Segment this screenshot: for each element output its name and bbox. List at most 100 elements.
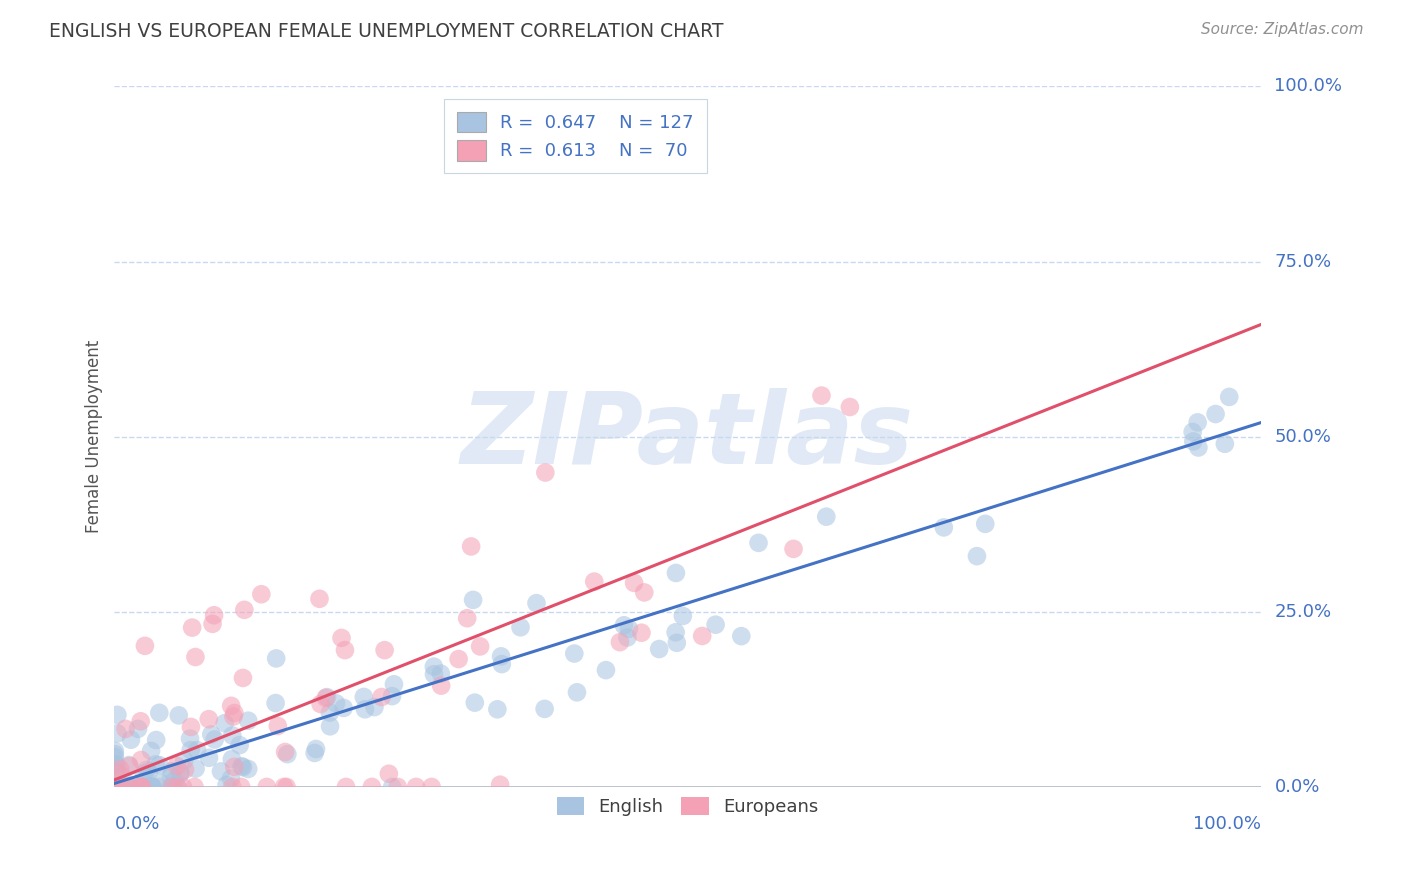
Point: [423, 659, 446, 673]
Point: [330, 631, 353, 645]
Point: [159, 769, 181, 783]
Point: [118, 780, 141, 794]
Point: [782, 541, 804, 556]
Point: [131, 780, 153, 794]
Point: [304, 746, 326, 760]
Point: [430, 666, 453, 681]
Point: [361, 780, 384, 794]
Point: [325, 696, 347, 710]
Point: [138, 765, 160, 780]
Point: [219, 698, 242, 713]
Point: [273, 780, 295, 794]
Point: [974, 516, 997, 531]
Point: [163, 773, 186, 788]
Point: [118, 780, 141, 794]
Point: [583, 574, 606, 589]
Point: [118, 759, 141, 773]
Point: [1187, 416, 1209, 430]
Text: 0.0%: 0.0%: [114, 815, 160, 833]
Point: [238, 762, 260, 776]
Point: [233, 603, 256, 617]
Point: [534, 466, 557, 480]
Point: [335, 780, 357, 794]
Point: [308, 591, 330, 606]
Point: [166, 780, 188, 794]
Point: [117, 780, 139, 794]
Text: ZIPatlas: ZIPatlas: [461, 388, 914, 485]
Point: [489, 649, 512, 664]
Point: [232, 671, 254, 685]
Point: [623, 575, 645, 590]
Point: [198, 751, 221, 765]
Point: [184, 762, 207, 776]
Text: 100.0%: 100.0%: [1192, 815, 1261, 833]
Point: [149, 775, 172, 789]
Point: [526, 596, 548, 610]
Point: [730, 629, 752, 643]
Point: [148, 780, 170, 794]
Point: [966, 549, 988, 563]
Point: [107, 707, 129, 722]
Point: [1213, 437, 1236, 451]
Point: [630, 625, 652, 640]
Point: [145, 757, 167, 772]
Point: [565, 685, 588, 699]
Point: [332, 701, 354, 715]
Point: [104, 780, 127, 794]
Point: [117, 780, 139, 794]
Point: [117, 780, 139, 794]
Point: [104, 757, 127, 772]
Point: [704, 617, 727, 632]
Point: [665, 566, 688, 580]
Point: [183, 780, 205, 794]
Point: [114, 780, 136, 794]
Point: [160, 780, 183, 794]
Point: [315, 690, 337, 705]
Legend: English, Europeans: English, Europeans: [550, 789, 825, 823]
Point: [461, 593, 484, 607]
Text: 100.0%: 100.0%: [1274, 78, 1343, 95]
Point: [305, 742, 328, 756]
Point: [105, 761, 128, 775]
Point: [167, 708, 190, 723]
Point: [256, 780, 278, 794]
Point: [127, 722, 149, 736]
Point: [104, 780, 127, 794]
Point: [173, 754, 195, 768]
Point: [665, 625, 688, 640]
Point: [162, 780, 184, 794]
Point: [204, 732, 226, 747]
Point: [250, 587, 273, 601]
Point: [489, 778, 512, 792]
Point: [231, 759, 253, 773]
Point: [276, 747, 298, 761]
Point: [382, 677, 405, 691]
Point: [120, 732, 142, 747]
Point: [103, 780, 125, 794]
Point: [838, 400, 860, 414]
Point: [200, 727, 222, 741]
Point: [129, 780, 152, 794]
Point: [179, 731, 201, 746]
Point: [197, 712, 219, 726]
Point: [104, 744, 127, 758]
Point: [231, 780, 253, 794]
Point: [180, 720, 202, 734]
Point: [105, 757, 128, 772]
Point: [141, 780, 163, 794]
Point: [129, 714, 152, 729]
Point: [221, 729, 243, 743]
Point: [169, 767, 191, 781]
Point: [447, 652, 470, 666]
Point: [381, 689, 404, 703]
Text: ENGLISH VS EUROPEAN FEMALE UNEMPLOYMENT CORRELATION CHART: ENGLISH VS EUROPEAN FEMALE UNEMPLOYMENT …: [49, 22, 724, 41]
Point: [354, 702, 377, 716]
Point: [595, 663, 617, 677]
Point: [107, 726, 129, 740]
Point: [363, 700, 385, 714]
Point: [114, 780, 136, 794]
Point: [491, 657, 513, 671]
Point: [333, 643, 356, 657]
Point: [103, 780, 125, 794]
Point: [201, 616, 224, 631]
